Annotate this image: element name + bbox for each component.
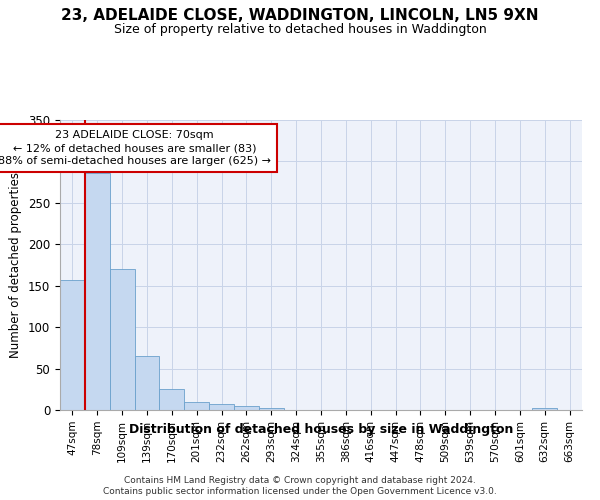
Text: 23, ADELAIDE CLOSE, WADDINGTON, LINCOLN, LN5 9XN: 23, ADELAIDE CLOSE, WADDINGTON, LINCOLN,… <box>61 8 539 22</box>
Bar <box>60 280 85 410</box>
Bar <box>184 402 209 410</box>
Text: Size of property relative to detached houses in Waddington: Size of property relative to detached ho… <box>113 22 487 36</box>
Bar <box>234 406 259 410</box>
Text: Contains public sector information licensed under the Open Government Licence v3: Contains public sector information licen… <box>103 488 497 496</box>
Text: Contains HM Land Registry data © Crown copyright and database right 2024.: Contains HM Land Registry data © Crown c… <box>124 476 476 485</box>
Bar <box>160 390 184 410</box>
Bar <box>259 408 284 410</box>
Text: Distribution of detached houses by size in Waddington: Distribution of detached houses by size … <box>129 422 513 436</box>
Text: 23 ADELAIDE CLOSE: 70sqm
← 12% of detached houses are smaller (83)
88% of semi-d: 23 ADELAIDE CLOSE: 70sqm ← 12% of detach… <box>0 130 271 166</box>
Bar <box>110 269 134 410</box>
Bar <box>134 356 160 410</box>
Bar <box>85 173 110 410</box>
Bar <box>209 404 234 410</box>
Y-axis label: Number of detached properties: Number of detached properties <box>10 172 22 358</box>
Bar <box>532 408 557 410</box>
